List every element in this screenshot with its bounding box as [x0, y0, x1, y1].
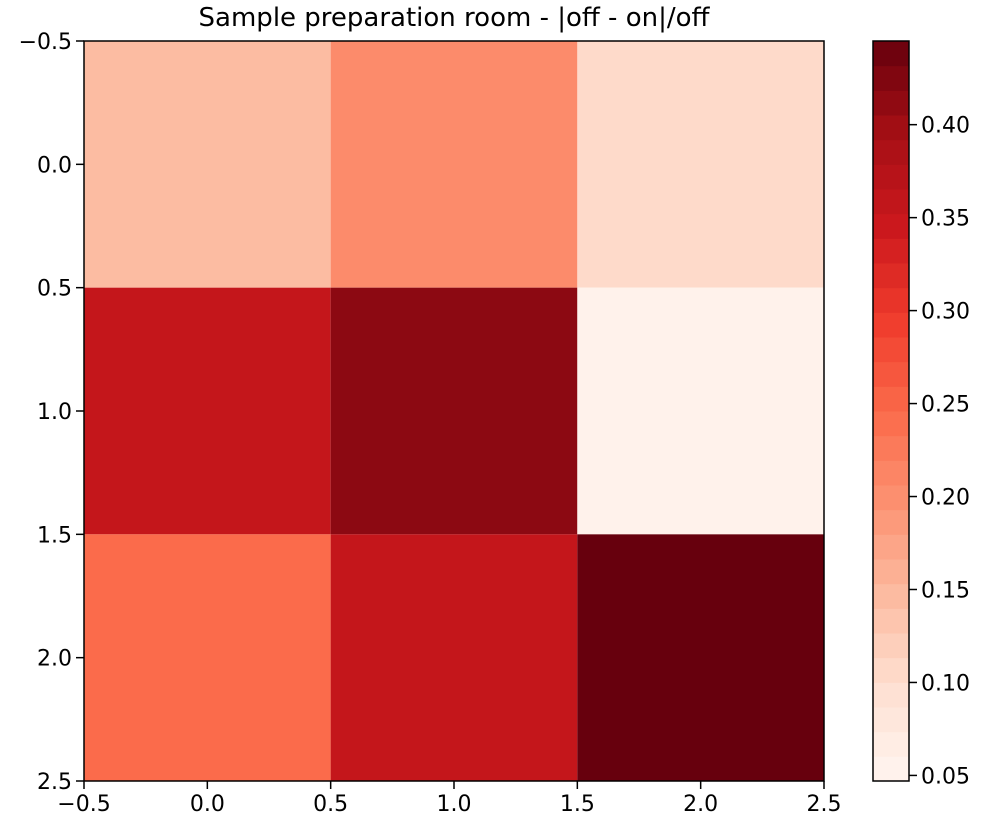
colorbar-tick-label: 0.25: [921, 393, 970, 418]
colorbar-frame: [872, 40, 910, 782]
colorbar-band: [873, 534, 909, 560]
colorbar-band: [873, 460, 909, 486]
colorbar-band: [873, 657, 909, 683]
heatmap-cell-r1-c0: [84, 287, 331, 535]
x-tick-label: 2.0: [683, 792, 718, 817]
x-axis: −0.5 0.0 0.5 1.0 1.5 2.0 2.5: [57, 781, 842, 817]
colorbar-tick-label: 0.35: [921, 207, 970, 232]
heatmap-cell-r1-c1: [330, 287, 578, 535]
y-tick-label: 2.0: [37, 647, 72, 672]
heatmap-cell-r0-c2: [577, 41, 824, 288]
x-tick-label: 0.0: [190, 792, 225, 817]
colorbar-tick-label: 0.20: [921, 486, 970, 511]
y-tick-label: 1.0: [37, 400, 72, 425]
y-tick-label: 2.5: [37, 770, 72, 795]
colorbar-band: [873, 682, 909, 708]
colorbar-band: [873, 90, 909, 116]
colorbar-band: [873, 115, 909, 141]
x-tick-label: −0.5: [57, 792, 110, 817]
colorbar-band: [873, 731, 909, 757]
colorbar-tick-label: 0.30: [921, 300, 970, 325]
y-tick-label: −0.5: [19, 30, 72, 55]
colorbar-band: [873, 386, 909, 412]
heatmap-cell-r2-c1: [330, 534, 578, 781]
y-tick-label: 1.5: [37, 523, 72, 548]
colorbar-band: [873, 559, 909, 585]
colorbar-band: [873, 361, 909, 387]
colorbar-band: [873, 263, 909, 289]
y-tick-label: 0.5: [37, 277, 72, 302]
colorbar-band: [873, 707, 909, 733]
x-tick-label: 0.5: [313, 792, 348, 817]
colorbar-band: [873, 213, 909, 239]
colorbar-band: [873, 287, 909, 313]
colorbar-band: [873, 139, 909, 165]
colorbar-tick-label: 0.10: [921, 671, 970, 696]
y-tick-label: 0.0: [37, 153, 72, 178]
colorbar: 0.05 0.10 0.15 0.20 0.25 0.30 0.35 0.40: [872, 40, 970, 789]
colorbar-band: [873, 41, 909, 67]
x-tick-label: 1.0: [437, 792, 472, 817]
y-axis: −0.5 0.0 0.5 1.0 1.5 2.0 2.5: [19, 30, 84, 795]
x-tick-label: 2.5: [807, 792, 842, 817]
heatmap-cells: [84, 41, 824, 781]
colorbar-band: [873, 337, 909, 363]
colorbar-band: [873, 485, 909, 511]
heatmap-cell-r0-c1: [330, 41, 578, 288]
colorbar-band: [873, 238, 909, 264]
colorbar-band: [873, 583, 909, 609]
colorbar-tick-label: 0.05: [921, 764, 970, 789]
colorbar-band: [873, 411, 909, 437]
colorbar-band: [873, 756, 909, 782]
heatmap-cell-r2-c2: [577, 534, 824, 781]
chart-title: Sample preparation room - |off - on|/off: [199, 3, 711, 33]
colorbar-band: [873, 435, 909, 461]
x-tick-label: 1.5: [560, 792, 595, 817]
colorbar-band: [873, 633, 909, 659]
colorbar-band: [873, 65, 909, 91]
heatmap-cell-r0-c0: [84, 41, 331, 288]
colorbar-band: [873, 509, 909, 535]
heatmap-cell-r2-c0: [84, 534, 331, 781]
colorbar-tick-label: 0.15: [921, 578, 970, 603]
colorbar-band: [873, 312, 909, 338]
colorbar-band: [873, 164, 909, 190]
colorbar-band: [873, 189, 909, 215]
colorbar-tick-label: 0.40: [921, 114, 970, 139]
heatmap-cell-r1-c2: [577, 287, 824, 535]
colorbar-band: [873, 608, 909, 634]
